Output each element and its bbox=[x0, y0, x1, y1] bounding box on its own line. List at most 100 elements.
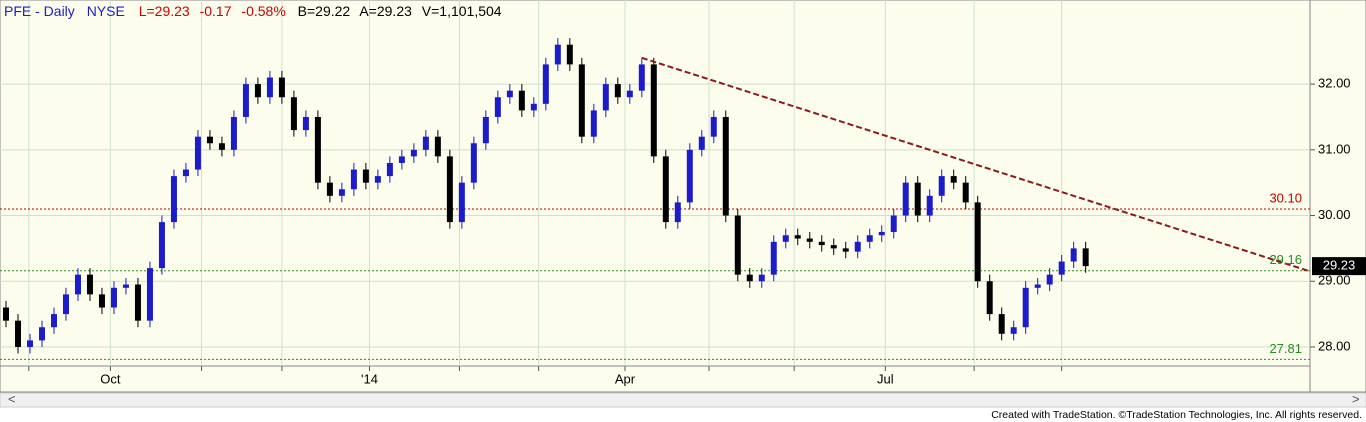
candle-body bbox=[242, 84, 249, 117]
candle-body bbox=[662, 156, 669, 223]
candle-body bbox=[206, 136, 213, 144]
candle-body bbox=[1058, 261, 1065, 275]
footer: Created with TradeStation. ©TradeStation… bbox=[991, 409, 1362, 421]
candle-body bbox=[566, 44, 573, 65]
scrollbar[interactable] bbox=[0, 392, 1366, 408]
candle-body bbox=[830, 245, 837, 249]
candle-body bbox=[290, 97, 297, 131]
candle-body bbox=[722, 116, 729, 216]
candle-body bbox=[74, 274, 81, 295]
candle-body bbox=[770, 241, 777, 275]
candle-body bbox=[230, 116, 237, 150]
candle-body bbox=[530, 103, 537, 111]
candle-body bbox=[2, 307, 9, 321]
candle-body bbox=[338, 189, 345, 196]
candle-body bbox=[446, 156, 453, 223]
x-tick-label: Apr bbox=[615, 371, 636, 386]
candle-body bbox=[914, 182, 921, 216]
candle-body bbox=[614, 84, 621, 98]
level-label: 27.81 bbox=[1269, 341, 1302, 356]
candle-body bbox=[878, 231, 885, 236]
candle-body bbox=[218, 143, 225, 150]
candle-body bbox=[842, 248, 849, 252]
candle-body bbox=[38, 327, 45, 341]
candle-body bbox=[542, 64, 549, 104]
x-tick-label: '14 bbox=[361, 371, 378, 386]
candle-body bbox=[1070, 248, 1077, 262]
candle-body bbox=[374, 176, 381, 183]
candle-body bbox=[194, 136, 201, 170]
candle-body bbox=[602, 84, 609, 111]
level-label: 30.10 bbox=[1269, 190, 1302, 205]
last-price-box bbox=[1312, 257, 1366, 276]
candle-body bbox=[326, 182, 333, 196]
candle-body bbox=[98, 294, 105, 308]
candle-body bbox=[134, 284, 141, 321]
header: PFE - Daily NYSE L=29.23 -0.17 -0.58% B=… bbox=[4, 3, 502, 19]
candle-body bbox=[410, 149, 417, 157]
candle-body bbox=[890, 215, 897, 232]
candle-body bbox=[1034, 284, 1041, 288]
candle-body bbox=[14, 320, 21, 347]
x-axis-bg bbox=[0, 365, 1311, 393]
change-pct: -0.58% bbox=[241, 3, 285, 19]
exchange: NYSE bbox=[87, 3, 125, 19]
candle-body bbox=[278, 77, 285, 98]
candle-body bbox=[146, 268, 153, 321]
candle-body bbox=[434, 136, 441, 157]
last-price-label: 29.23 bbox=[1323, 258, 1356, 273]
candle-body bbox=[998, 314, 1005, 334]
candle-body bbox=[986, 281, 993, 315]
candle-body bbox=[638, 64, 645, 91]
symbol: PFE - Daily bbox=[4, 3, 75, 19]
candle-body bbox=[866, 235, 873, 242]
candle-body bbox=[950, 176, 957, 183]
candle-body bbox=[554, 44, 561, 65]
candle-body bbox=[1022, 287, 1029, 328]
candle-body bbox=[818, 241, 825, 246]
candle-body bbox=[734, 215, 741, 275]
candle-body bbox=[686, 149, 693, 203]
candle-body bbox=[314, 116, 321, 183]
candle-body bbox=[902, 182, 909, 216]
candle-body bbox=[110, 287, 117, 308]
y-axis-bg bbox=[1309, 0, 1366, 393]
candle-body bbox=[170, 176, 177, 223]
candle-body bbox=[938, 176, 945, 196]
candle-body bbox=[458, 182, 465, 223]
y-tick-label: 29.00 bbox=[1318, 273, 1351, 288]
candle-body bbox=[590, 110, 597, 137]
candle-body bbox=[26, 340, 33, 347]
candle-body bbox=[470, 143, 477, 183]
candle-body bbox=[494, 97, 501, 117]
candle-body bbox=[182, 169, 189, 177]
candle-body bbox=[1010, 327, 1017, 334]
x-tick-label: Jul bbox=[877, 371, 894, 386]
candle-body bbox=[62, 294, 69, 315]
change: -0.17 bbox=[200, 3, 232, 19]
candle-body bbox=[746, 274, 753, 282]
candle-body bbox=[650, 64, 657, 157]
candle-body bbox=[710, 116, 717, 137]
candle-body bbox=[386, 162, 393, 177]
scroll-left[interactable]: < bbox=[8, 391, 16, 406]
candle-body bbox=[398, 156, 405, 163]
candle-body bbox=[482, 116, 489, 144]
level-label: 29.16 bbox=[1269, 252, 1302, 267]
y-tick-label: 28.00 bbox=[1318, 338, 1351, 353]
y-tick-label: 31.00 bbox=[1318, 141, 1351, 156]
candle-body bbox=[158, 222, 165, 269]
candle-body bbox=[578, 64, 585, 137]
candle-body bbox=[50, 314, 57, 328]
y-tick-label: 32.00 bbox=[1318, 76, 1351, 91]
candle-body bbox=[626, 90, 633, 98]
scroll-right[interactable]: > bbox=[1352, 391, 1360, 406]
candle-body bbox=[518, 90, 525, 111]
candle-body bbox=[1046, 274, 1053, 285]
candle-body bbox=[302, 116, 309, 131]
candle-body bbox=[974, 202, 981, 282]
candle-body bbox=[698, 136, 705, 150]
candle-body bbox=[854, 241, 861, 252]
candle-body bbox=[674, 202, 681, 223]
